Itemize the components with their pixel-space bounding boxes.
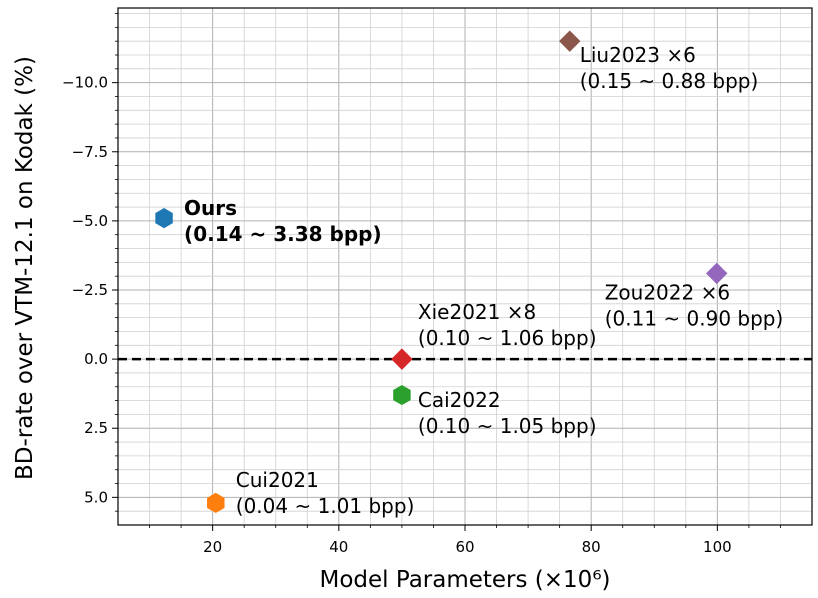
label-cui2021-line2: (0.04 ~ 1.01 bpp) — [236, 494, 415, 518]
data-points — [155, 30, 728, 513]
x-tick-label: 40 — [329, 538, 348, 556]
x-tick-label: 20 — [203, 538, 222, 556]
label-cui2021-line1: Cui2021 — [236, 468, 319, 492]
label-zou2022-line2: (0.11 ~ 0.90 bpp) — [605, 306, 784, 330]
label-zou2022-line1: Zou2022 ×6 — [605, 280, 730, 304]
label-cai2022-line2: (0.10 ~ 1.05 bpp) — [418, 414, 597, 438]
point-liu2023 — [559, 30, 581, 52]
label-xie2021-line1: Xie2021 ×8 — [418, 300, 536, 324]
point-xie2021 — [391, 348, 413, 370]
x-tick-label: 60 — [455, 538, 474, 556]
y-tick-label: −2.5 — [72, 281, 108, 299]
point-labels: Ours(0.14 ~ 3.38 bpp) Liu2023 ×6(0.15 ~ 0… — [184, 43, 783, 518]
label-cai2022-line1: Cai2022 — [418, 388, 501, 412]
y-axis-label: BD-rate over VTM-12.1 on Kodak (%) — [12, 56, 38, 480]
label-ours-line2: (0.14 ~ 3.38 bpp) — [184, 222, 382, 246]
y-tick-label: −5.0 — [72, 212, 108, 230]
x-tick-label: 100 — [703, 538, 732, 556]
x-tick-label: 80 — [582, 538, 601, 556]
point-ours — [155, 208, 173, 229]
label-liu2023-line1: Liu2023 ×6 — [580, 43, 696, 67]
y-tick-label: 2.5 — [84, 419, 108, 437]
x-axis-label: Model Parameters (×10⁶) — [319, 567, 610, 593]
axes: 20 40 60 80 100 −10.0 −7.5 −5.0 −2.5 0.0 2.5 5.0 — [62, 7, 813, 556]
y-tick-label: 0.0 — [84, 350, 108, 368]
point-cai2022 — [393, 384, 411, 406]
label-xie2021-line2: (0.10 ~ 1.06 bpp) — [418, 326, 597, 350]
label-liu2023-line2: (0.15 ~ 0.88 bpp) — [580, 69, 759, 93]
y-tick-label: −7.5 — [72, 143, 108, 161]
y-tick-label: −10.0 — [62, 74, 108, 92]
y-tick-label: 5.0 — [84, 488, 108, 506]
point-zou2022 — [706, 262, 728, 285]
label-ours-line1: Ours — [184, 196, 237, 220]
point-cui2021 — [207, 492, 225, 513]
